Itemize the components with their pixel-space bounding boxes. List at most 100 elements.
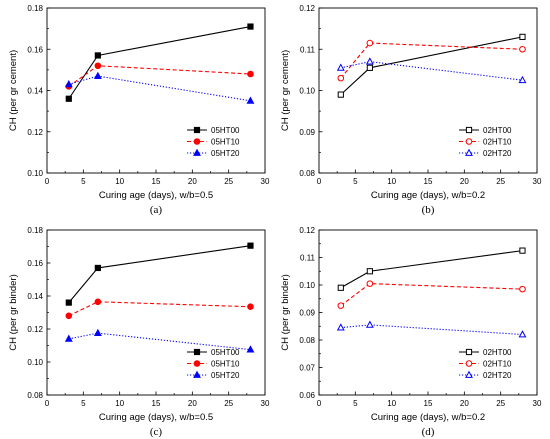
y-tick-label: 0.10: [299, 281, 315, 290]
x-tick-label: 25: [496, 399, 505, 408]
x-axis-title: Curing age (days), w/b=0.2: [371, 412, 485, 423]
x-tick-label: 10: [387, 177, 396, 186]
series-05HT00: [65, 242, 254, 306]
y-tick-label: 0.09: [299, 309, 315, 318]
x-tick-label: 10: [115, 177, 124, 186]
legend: 02HT00 02HT10 02HT20: [459, 126, 512, 158]
series-05HT20: [64, 328, 255, 353]
y-tick-label: 0.09: [299, 128, 315, 137]
data-point: [247, 242, 254, 249]
y-tick-label: 0.10: [27, 358, 43, 367]
series-02HT00: [337, 247, 526, 291]
legend-marker: [193, 370, 201, 378]
data-point: [64, 79, 73, 88]
legend: 05HT00 05HT10 05HT20: [187, 126, 240, 158]
y-axis-title: CH (per gr cement): [280, 50, 291, 131]
y-tick-label: 0.18: [27, 4, 43, 13]
series-line: [68, 26, 251, 100]
x-tick-label: 30: [261, 399, 270, 408]
data-point: [65, 95, 72, 102]
legend-entry-label: 02HT20: [483, 371, 512, 380]
data-point: [94, 264, 101, 272]
y-tick-label: 0.16: [27, 259, 43, 268]
y-tick-label: 0.10: [299, 87, 315, 96]
data-point: [65, 312, 73, 320]
legend-marker: [465, 148, 473, 156]
chart-panel-1: 0 5 10 15 20 25 30 0.10 0.12 0.14 0.16 0.18 Curing a…: [8, 4, 270, 216]
x-tick-label: 20: [460, 177, 469, 186]
x-tick-label: 10: [115, 399, 124, 408]
series-line: [340, 42, 523, 79]
data-point: [519, 33, 526, 40]
y-tick-label: 0.10: [27, 169, 43, 178]
data-point: [246, 96, 255, 104]
x-tick-label: 0: [317, 399, 322, 408]
series-02HT10: [337, 39, 526, 82]
data-point: [94, 298, 102, 306]
legend-entry-label: 02HT00: [483, 126, 512, 135]
y-tick-label: 0.14: [27, 87, 43, 96]
legend-marker: [193, 138, 201, 145]
series-02HT20: [336, 320, 527, 338]
legend: 02HT00 02HT10 02HT20: [459, 348, 512, 380]
y-tick-label: 0.11: [300, 254, 316, 263]
x-tick-label: 0: [317, 177, 322, 186]
x-tick-label: 0: [45, 399, 50, 408]
y-tick-label: 0.14: [27, 292, 43, 301]
data-point: [518, 330, 527, 338]
data-point: [366, 268, 373, 275]
x-tick-label: 5: [81, 177, 86, 186]
y-tick-label: 0.07: [299, 364, 315, 373]
series-05HT00: [65, 23, 254, 102]
legend-marker: [465, 138, 473, 145]
data-point: [518, 75, 527, 84]
series-05HT10: [65, 298, 254, 320]
chart-panel-2: 0 5 10 15 20 25 30 0.08 0.09 0.10 0.11 0.12 Curing a…: [280, 4, 542, 216]
y-tick-label: 0.12: [27, 128, 43, 137]
series-line: [68, 75, 251, 102]
series-line: [340, 61, 523, 81]
legend-entry-label: 02HT00: [483, 348, 512, 357]
legend-marker: [193, 126, 201, 134]
legend-marker: [193, 348, 201, 356]
data-point: [519, 45, 526, 53]
panel-label: (c): [150, 426, 163, 438]
x-tick-label: 20: [460, 399, 469, 408]
data-point: [337, 284, 344, 291]
legend-entry-label: 05HT10: [211, 360, 240, 369]
data-point: [366, 280, 374, 287]
data-point: [246, 345, 255, 353]
data-point: [336, 323, 345, 331]
series-line: [68, 245, 251, 303]
y-axis-title: CH (per gr cement): [8, 50, 19, 131]
legend-entry-label: 05HT00: [211, 348, 240, 357]
x-tick-label: 5: [353, 177, 358, 186]
y-tick-label: 0.12: [27, 325, 43, 334]
series-05HT20: [64, 71, 255, 104]
data-point: [519, 285, 526, 293]
legend-marker: [193, 360, 201, 367]
x-tick-label: 5: [353, 399, 358, 408]
series-line: [340, 324, 523, 336]
x-tick-label: 25: [224, 177, 233, 186]
data-point: [94, 62, 102, 70]
x-tick-label: 10: [387, 399, 396, 408]
data-point: [337, 302, 345, 309]
data-point: [365, 320, 374, 328]
data-point: [65, 299, 72, 306]
x-tick-label: 0: [45, 177, 50, 186]
x-axis-title: Curing age (days), w/b=0.5: [99, 412, 213, 423]
data-point: [93, 328, 102, 337]
x-tick-label: 30: [261, 177, 270, 186]
x-tick-label: 20: [188, 177, 197, 186]
legend-entry-label: 05HT00: [211, 126, 240, 135]
series-line: [68, 332, 251, 351]
y-tick-label: 0.12: [299, 4, 315, 13]
y-tick-label: 0.08: [27, 391, 43, 400]
y-axis-title: CH (per gr binder): [8, 274, 19, 351]
panel-label: (b): [422, 204, 435, 216]
data-point: [337, 74, 345, 82]
y-tick-label: 0.08: [299, 336, 315, 345]
data-point: [336, 63, 345, 71]
